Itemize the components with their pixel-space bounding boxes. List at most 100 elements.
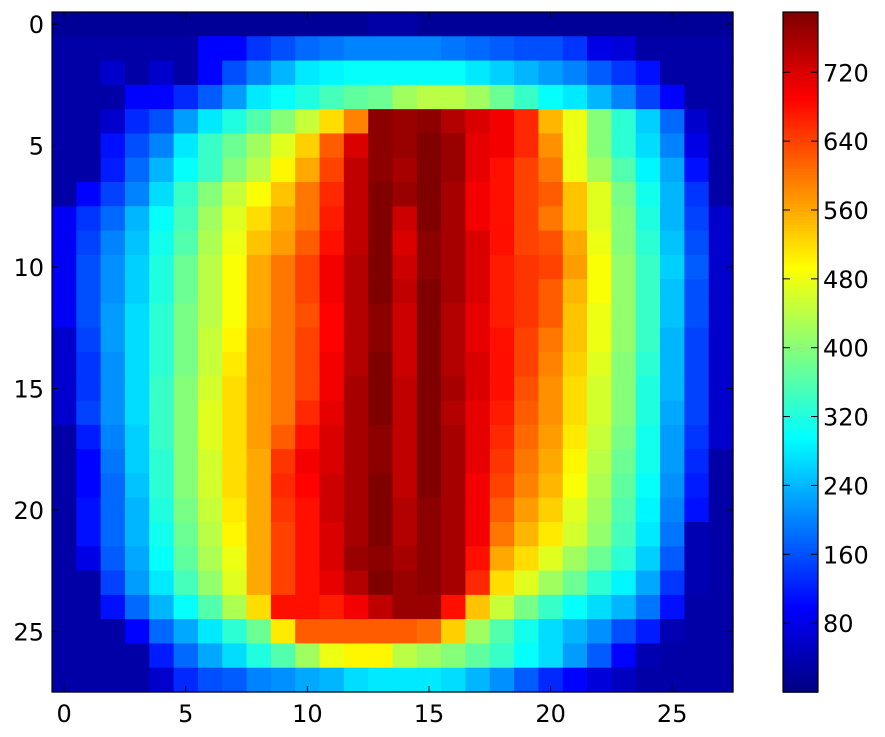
heatmap-cell [684, 327, 710, 353]
heatmap-cell [343, 157, 369, 183]
heatmap-cell [270, 473, 296, 499]
heatmap-cell [197, 473, 223, 499]
heatmap-cell [684, 84, 710, 110]
heatmap-cell [562, 254, 588, 280]
heatmap-cell [124, 12, 150, 37]
heatmap-cell [708, 449, 734, 475]
heatmap-cell [514, 254, 540, 280]
colorbar-segment [783, 551, 818, 555]
heatmap-cell [76, 473, 102, 499]
colorbar-segment [783, 378, 818, 383]
heatmap-cell [197, 522, 223, 547]
heatmap-cell [538, 157, 564, 183]
colorbar-segment [783, 97, 818, 101]
heatmap-cell [514, 497, 540, 523]
heatmap-cell [173, 376, 199, 402]
heatmap-cell [562, 133, 588, 159]
heatmap-cell [149, 60, 175, 86]
heatmap-cell [562, 279, 588, 305]
heatmap-cell [392, 594, 418, 620]
heatmap-cell [76, 619, 102, 645]
heatmap-cell [489, 182, 515, 207]
heatmap-cell [246, 182, 272, 207]
heatmap-cell [197, 424, 223, 450]
heatmap-cell [100, 254, 126, 280]
colorbar-segment [783, 341, 818, 345]
heatmap-cell [660, 133, 685, 159]
colorbar-segment [783, 553, 818, 558]
heatmap-cell [660, 60, 685, 86]
heatmap-cell [587, 109, 612, 135]
heatmap-cell [465, 157, 491, 183]
heatmap-cell [441, 12, 467, 37]
colorbar-tick-label: 480 [823, 266, 869, 294]
colorbar-segment [783, 662, 818, 667]
heatmap-cell [295, 230, 321, 256]
heatmap-cell [514, 546, 540, 572]
colorbar-segment [783, 668, 818, 672]
heatmap-cell [465, 643, 491, 669]
heatmap-cell [441, 497, 467, 523]
colorbar-segment [783, 460, 818, 465]
colorbar-segment [783, 160, 818, 165]
heatmap-cell [246, 619, 272, 645]
colorbar-segment [783, 370, 818, 375]
heatmap-cell [611, 206, 637, 232]
heatmap-cell [246, 303, 272, 329]
colorbar-segment [783, 317, 818, 321]
heatmap-cell [514, 473, 540, 499]
heatmap-cell [319, 497, 345, 523]
heatmap-cell [319, 84, 345, 110]
colorbar-segment [783, 556, 818, 560]
heatmap-cell [660, 400, 685, 426]
heatmap-cell [319, 594, 345, 620]
heatmap-cell [562, 522, 588, 547]
heatmap-cell [684, 376, 710, 402]
heatmap-cell [635, 254, 661, 280]
heatmap-cell [489, 254, 515, 280]
heatmap-cell [611, 352, 637, 377]
heatmap-cell [76, 376, 102, 402]
heatmap-cell [392, 400, 418, 426]
heatmap-cell [76, 206, 102, 232]
heatmap-cell [392, 182, 418, 207]
heatmap-cell [197, 400, 223, 426]
heatmap-cell [319, 570, 345, 596]
colorbar-segment [783, 413, 818, 417]
heatmap-cell [416, 497, 442, 523]
heatmap-cell [635, 352, 661, 377]
heatmap-cell [514, 327, 540, 353]
heatmap-cell [514, 279, 540, 305]
colorbar-segment [783, 203, 818, 207]
heatmap-cell [611, 497, 637, 523]
colorbar-segment [783, 660, 818, 664]
heatmap-cell [124, 643, 150, 669]
heatmap-cell [246, 60, 272, 86]
heatmap-cell [587, 327, 612, 353]
colorbar-segment [783, 607, 818, 611]
heatmap-cell [100, 570, 126, 596]
heatmap-cell [416, 619, 442, 645]
heatmap-cell [368, 352, 394, 377]
heatmap-cell [489, 473, 515, 499]
heatmap-cell [635, 424, 661, 450]
colorbar-segment [783, 644, 818, 648]
heatmap-cell [587, 594, 612, 620]
heatmap-cell [392, 667, 418, 693]
colorbar-segment [783, 277, 818, 282]
heatmap-cell [587, 667, 612, 693]
colorbar-segment [783, 200, 818, 205]
heatmap-cell [514, 424, 540, 450]
heatmap-cell [684, 424, 710, 450]
heatmap-cell [708, 546, 734, 572]
heatmap-cell [708, 424, 734, 450]
heatmap-cell [197, 546, 223, 572]
colorbar-segment [783, 375, 818, 380]
heatmap-cell [611, 619, 637, 645]
colorbar-segment [783, 195, 818, 199]
heatmap-cell [343, 497, 369, 523]
heatmap-cell [343, 400, 369, 426]
heatmap-cell [52, 473, 77, 499]
heatmap-cell [76, 497, 102, 523]
heatmap-cell [149, 254, 175, 280]
